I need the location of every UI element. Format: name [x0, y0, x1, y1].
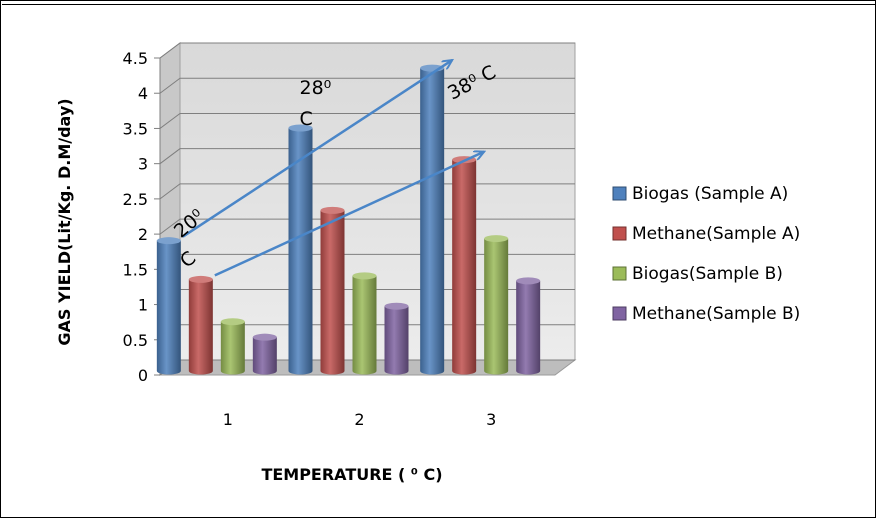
legend-label: Biogas (Sample A): [632, 184, 788, 204]
bars: [156, 64, 541, 375]
x-tick-label: 2: [354, 410, 364, 429]
bar-top: [220, 318, 245, 326]
gridline: [159, 42, 575, 59]
bar-top: [384, 302, 409, 310]
x-axis-title: TEMPERATURE ( ⁰ C): [261, 465, 442, 484]
legend: Biogas (Sample A) Methane(Sample A) Biogas…: [612, 184, 800, 324]
top-border-line: [2, 4, 876, 5]
legend-swatch: [612, 186, 627, 201]
bar: [420, 68, 445, 375]
annotation-unit: C: [300, 108, 313, 130]
bar-top: [484, 235, 509, 243]
y-tick-label: 2.5: [123, 190, 148, 209]
y-tick-label: 4: [138, 84, 148, 103]
annotation: 28⁰: [300, 77, 332, 99]
trend-arrow: [214, 152, 484, 277]
bar: [156, 240, 181, 375]
bar: [220, 321, 245, 375]
x-tick-label: 1: [223, 410, 233, 429]
bar: [288, 127, 313, 375]
y-tick-label: 3.5: [123, 119, 148, 138]
y-axis-ticks: 0 0.5 1 1.5 2 2.5 3 3.5 4 4.5: [123, 49, 161, 385]
x-tick-label: 3: [486, 410, 496, 429]
legend-label: Methane(Sample B): [632, 304, 800, 324]
legend-swatch: [612, 306, 627, 321]
legend-label: Biogas(Sample B): [632, 264, 783, 284]
bar: [352, 275, 377, 375]
x-axis-ticks: 1 2 3: [223, 410, 497, 429]
legend-label: Methane(Sample A): [632, 224, 800, 244]
y-tick-label: 1: [138, 296, 148, 315]
bar-top: [288, 124, 313, 132]
bar: [320, 210, 345, 375]
bar: [188, 279, 213, 375]
legend-swatch: [612, 226, 627, 241]
bar-top: [320, 206, 345, 214]
y-tick-label: 0: [138, 366, 148, 385]
y-tick-label: 1.5: [123, 260, 148, 279]
bar: [384, 306, 409, 375]
bar-top: [516, 277, 541, 285]
bar: [484, 238, 509, 375]
bar-top: [188, 275, 213, 283]
y-tick-label: 2: [138, 225, 148, 244]
bar: [516, 280, 541, 375]
y-tick-label: 0.5: [123, 331, 148, 350]
bar-top: [252, 333, 277, 341]
y-tick-label: 3: [138, 155, 148, 174]
bar-top: [352, 272, 377, 280]
trend-arrows: [182, 60, 484, 277]
legend-swatch: [612, 266, 627, 281]
trend-arrow: [182, 60, 452, 238]
y-tick-label: 4.5: [123, 49, 148, 68]
y-axis-title: GAS YIELD(Lit/Kg. D.M/day): [55, 98, 74, 345]
bar: [252, 337, 277, 375]
bar-top: [156, 237, 181, 245]
bar: [452, 159, 477, 375]
